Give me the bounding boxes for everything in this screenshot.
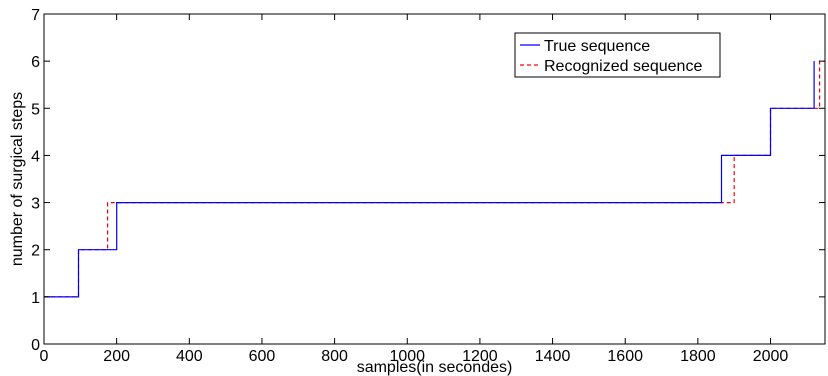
series-line-recognized-sequence <box>44 60 825 298</box>
x-tick: 1200 <box>462 14 498 365</box>
x-tick-label: 2000 <box>753 348 789 365</box>
legend-label-true: True sequence <box>544 38 650 55</box>
x-tick-label: 1000 <box>389 348 425 365</box>
legend: True sequence Recognized sequence <box>514 32 721 78</box>
x-tick-label: 600 <box>249 348 276 365</box>
y-tick-label: 0 <box>31 337 40 354</box>
y-tick: 4 <box>31 148 825 165</box>
y-tick-label: 7 <box>31 7 40 24</box>
y-tick: 0 <box>31 337 825 354</box>
x-tick-label: 0 <box>40 348 49 365</box>
x-tick: 0 <box>40 14 49 365</box>
legend-label-recognized: Recognized sequence <box>544 58 702 75</box>
x-tick: 800 <box>321 14 348 365</box>
y-tick-label: 2 <box>31 243 40 260</box>
y-tick: 2 <box>31 243 825 260</box>
series-line-true-sequence <box>44 61 815 298</box>
y-tick: 3 <box>31 196 825 213</box>
x-tick-label: 1200 <box>462 348 498 365</box>
y-tick: 1 <box>31 290 825 307</box>
x-tick-label: 1400 <box>535 348 571 365</box>
y-tick: 6 <box>31 54 825 71</box>
y-tick-label: 3 <box>31 196 40 213</box>
x-tick: 1800 <box>680 14 716 365</box>
y-tick: 7 <box>31 7 825 24</box>
y-tick-label: 1 <box>31 290 40 307</box>
x-tick-label: 800 <box>321 348 348 365</box>
x-tick: 400 <box>176 14 203 365</box>
x-tick: 1400 <box>535 14 571 365</box>
x-tick: 2000 <box>753 14 789 365</box>
x-tick-label: 1800 <box>680 348 716 365</box>
x-tick: 600 <box>249 14 276 365</box>
x-tick-label: 1600 <box>607 348 643 365</box>
y-tick-label: 6 <box>31 54 40 71</box>
y-tick: 5 <box>31 101 825 118</box>
x-tick-label: 200 <box>103 348 130 365</box>
plot-area <box>43 13 826 345</box>
y-axis-ticks: 0 1 2 3 4 5 6 7 <box>31 7 825 354</box>
series-layer <box>44 60 825 298</box>
x-tick-label: 400 <box>176 348 203 365</box>
x-tick: 1600 <box>607 14 643 365</box>
x-tick: 1000 <box>389 14 425 365</box>
y-tick-label: 5 <box>31 101 40 118</box>
x-tick: 200 <box>103 14 130 365</box>
x-axis-label: samples(in secondes) <box>357 359 513 376</box>
y-tick-label: 4 <box>31 148 40 165</box>
x-axis-ticks: 0 200 400 600 800 1000 1200 1400 1600 1800 2000 <box>40 14 789 365</box>
y-axis-label: number of surgical steps <box>9 92 26 266</box>
legend-box <box>514 32 721 78</box>
